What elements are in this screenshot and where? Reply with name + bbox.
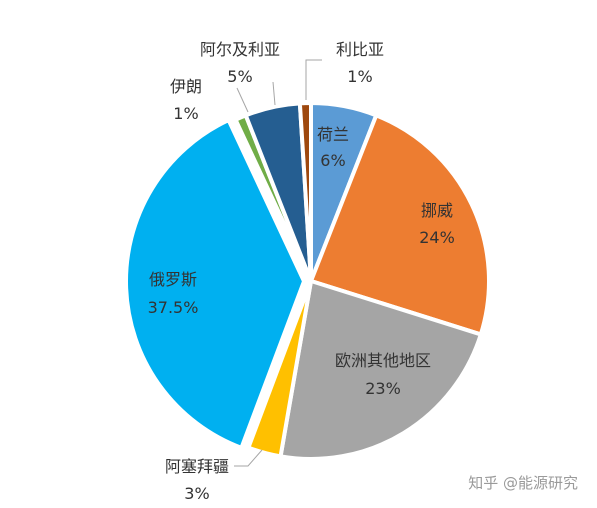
pie-slice-libya bbox=[297, 101, 313, 283]
pie-slice-norway bbox=[309, 113, 491, 337]
leader-line-libya bbox=[305, 59, 322, 100]
slice-label-azerbaijan-name: 阿塞拜疆 bbox=[165, 457, 229, 476]
leader-line-iran bbox=[236, 87, 249, 113]
pie-slice-other-europe bbox=[278, 279, 483, 461]
pie-slice-azerbaijan bbox=[246, 279, 313, 459]
slice-label-azerbaijan-value: 3% bbox=[184, 484, 209, 503]
slice-label-norway-name: 挪威 bbox=[421, 201, 453, 220]
pie-slices bbox=[124, 101, 491, 461]
slice-label-algeria-value: 5% bbox=[227, 67, 252, 86]
slice-label-other-europe-value: 23% bbox=[365, 379, 401, 398]
slice-label-russia-name: 俄罗斯 bbox=[149, 270, 197, 289]
slice-label-libya-name: 利比亚 bbox=[336, 40, 384, 59]
slice-label-other-europe-name: 欧洲其他地区 bbox=[335, 351, 431, 370]
leader-line-azerbaijan bbox=[234, 449, 263, 467]
slice-label-netherlands-name: 荷兰 bbox=[317, 125, 349, 144]
slice-label-netherlands-value: 6% bbox=[320, 151, 345, 170]
slice-label-norway-value: 24% bbox=[419, 228, 455, 247]
pie-slice-russia bbox=[124, 118, 307, 450]
slice-label-iran-name: 伊朗 bbox=[170, 77, 202, 96]
slice-label-iran-value: 1% bbox=[173, 104, 198, 123]
slice-label-algeria-name: 阿尔及利亚 bbox=[200, 40, 280, 59]
leader-line-algeria bbox=[272, 81, 276, 106]
watermark-text: 知乎 @能源研究 bbox=[468, 474, 578, 492]
slice-label-libya-value: 1% bbox=[347, 67, 372, 86]
slice-label-russia-value: 37.5% bbox=[148, 298, 199, 317]
